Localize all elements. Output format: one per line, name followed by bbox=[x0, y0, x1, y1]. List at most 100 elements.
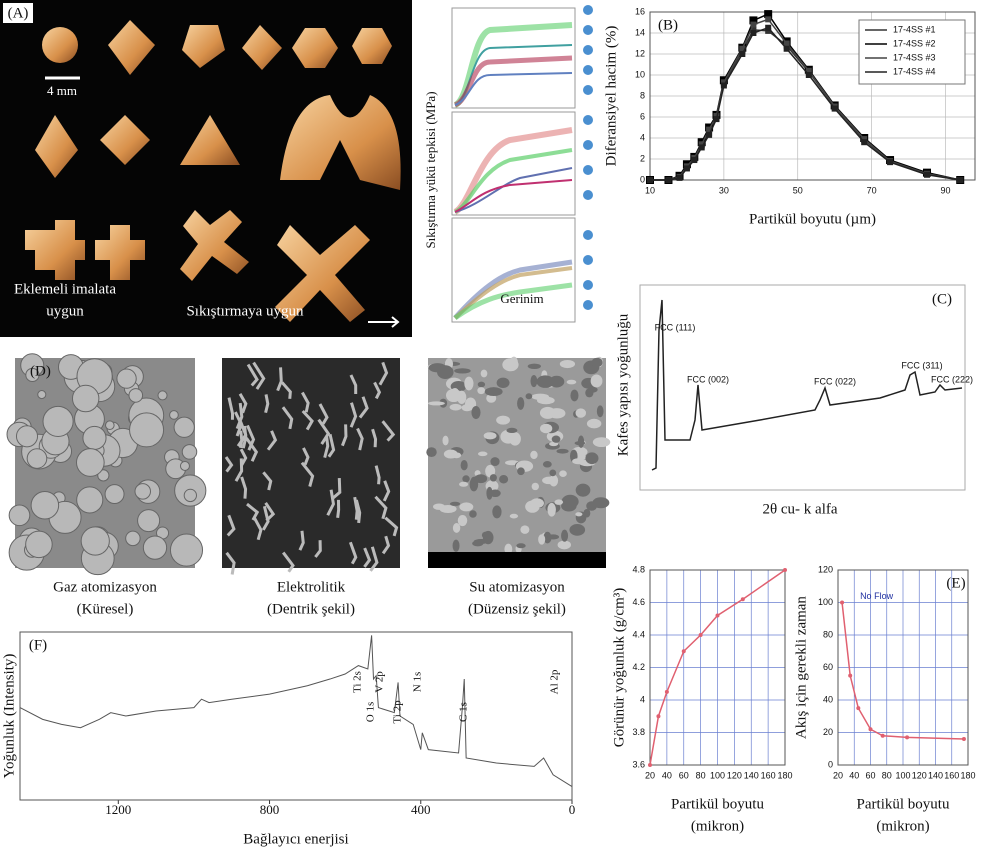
particle bbox=[570, 390, 578, 402]
y-axis-label: Sıkıştırma yükü tepkisi (MPa) bbox=[423, 91, 438, 248]
particle bbox=[526, 393, 533, 399]
photo-caption: Eklemeli imalata bbox=[14, 281, 116, 297]
x-tick-label: 80 bbox=[882, 770, 892, 780]
y-tick-label: 16 bbox=[635, 6, 645, 16]
panel-label: (B) bbox=[658, 17, 678, 33]
marker bbox=[682, 649, 686, 653]
particle bbox=[471, 406, 480, 419]
particle bbox=[542, 477, 556, 485]
marker bbox=[783, 568, 787, 572]
photo-caption: uygun bbox=[46, 303, 84, 319]
annotation: No Flow bbox=[860, 591, 894, 601]
x-tick-label: 20 bbox=[833, 770, 843, 780]
legend-label: 17-4SS #4 bbox=[893, 66, 936, 76]
particle bbox=[469, 478, 478, 492]
particle bbox=[16, 426, 37, 447]
particle bbox=[180, 461, 189, 470]
particle bbox=[129, 389, 143, 403]
xrd-trace bbox=[652, 300, 962, 470]
marker bbox=[699, 144, 705, 150]
particle bbox=[510, 357, 518, 369]
x-tick-label: 70 bbox=[867, 185, 877, 195]
particle bbox=[469, 510, 477, 518]
peak-label: O 1s bbox=[365, 702, 377, 722]
legend-label: 17-4SS #2 bbox=[893, 38, 936, 48]
particle bbox=[117, 369, 136, 388]
particle bbox=[543, 461, 552, 467]
legend-label: 17-4SS #1 bbox=[893, 24, 936, 34]
particle bbox=[458, 515, 468, 526]
plot-frame bbox=[20, 632, 572, 800]
y-tick-label: 4 bbox=[640, 132, 645, 142]
marker bbox=[706, 132, 712, 138]
particle bbox=[532, 483, 539, 490]
image-caption: (Küresel) bbox=[77, 601, 134, 617]
particle bbox=[537, 397, 555, 405]
marker bbox=[832, 106, 838, 112]
particle bbox=[27, 449, 47, 469]
particle bbox=[517, 397, 524, 410]
x-tick-label: 80 bbox=[696, 770, 706, 780]
x-tick-label: 40 bbox=[662, 770, 672, 780]
panel-label: (F) bbox=[29, 637, 47, 653]
y-tick-label: 20 bbox=[823, 727, 833, 737]
y-tick-label: 120 bbox=[818, 564, 833, 574]
x-tick-label: 20 bbox=[645, 770, 655, 780]
peak-label: Al 2p bbox=[549, 669, 561, 694]
marker bbox=[739, 51, 745, 57]
particle bbox=[450, 502, 460, 506]
particle bbox=[504, 359, 510, 367]
marker bbox=[848, 674, 852, 678]
peak-label: FCC (311) bbox=[901, 360, 942, 370]
particle bbox=[516, 543, 525, 548]
particle bbox=[453, 540, 460, 552]
particle bbox=[462, 404, 473, 411]
x-tick-label: 10 bbox=[645, 185, 655, 195]
particle bbox=[560, 360, 575, 368]
x-tick-label: 800 bbox=[260, 802, 280, 817]
marker bbox=[750, 30, 756, 36]
marker bbox=[957, 177, 963, 183]
particle bbox=[459, 502, 473, 511]
particle bbox=[547, 503, 555, 517]
particle bbox=[454, 368, 471, 373]
y-tick-label: 40 bbox=[823, 694, 833, 704]
y-tick-label: 8 bbox=[640, 90, 645, 100]
marker bbox=[716, 614, 720, 618]
marker bbox=[750, 22, 756, 28]
marker bbox=[765, 16, 771, 22]
y-tick-label: 2 bbox=[640, 153, 645, 163]
particle bbox=[536, 375, 554, 388]
particle bbox=[451, 388, 458, 396]
particle bbox=[556, 449, 568, 454]
peak-label: FCC (222) bbox=[931, 374, 973, 384]
panel-label: (E) bbox=[946, 575, 965, 591]
particle bbox=[437, 365, 454, 379]
peak-label: FCC (002) bbox=[687, 374, 729, 384]
marker bbox=[647, 177, 653, 183]
particle bbox=[517, 467, 525, 475]
x-axis-label: Partikül boyutu bbox=[857, 796, 950, 812]
peak-label: Ti 2s bbox=[352, 671, 364, 693]
marker bbox=[962, 737, 966, 741]
particle bbox=[481, 370, 488, 378]
y-axis-label: Akış için gerekli zaman bbox=[793, 596, 809, 739]
particle bbox=[484, 432, 497, 439]
x-tick-label: 180 bbox=[777, 770, 792, 780]
particle bbox=[588, 387, 598, 393]
peak-label: C 1s bbox=[458, 702, 470, 722]
particle bbox=[531, 375, 538, 387]
particle bbox=[591, 374, 603, 387]
particle bbox=[592, 358, 603, 367]
particle bbox=[126, 531, 140, 545]
particle bbox=[540, 407, 556, 419]
sem-image bbox=[222, 358, 400, 568]
x-axis-label: (mikron) bbox=[876, 818, 929, 834]
x-tick-label: 90 bbox=[940, 185, 950, 195]
marker bbox=[765, 25, 771, 31]
stress-strain-plots bbox=[452, 5, 593, 322]
particle bbox=[72, 385, 98, 411]
dendrite bbox=[241, 431, 242, 448]
x-axis-label: (mikron) bbox=[691, 818, 744, 834]
x-tick-label: 60 bbox=[679, 770, 689, 780]
